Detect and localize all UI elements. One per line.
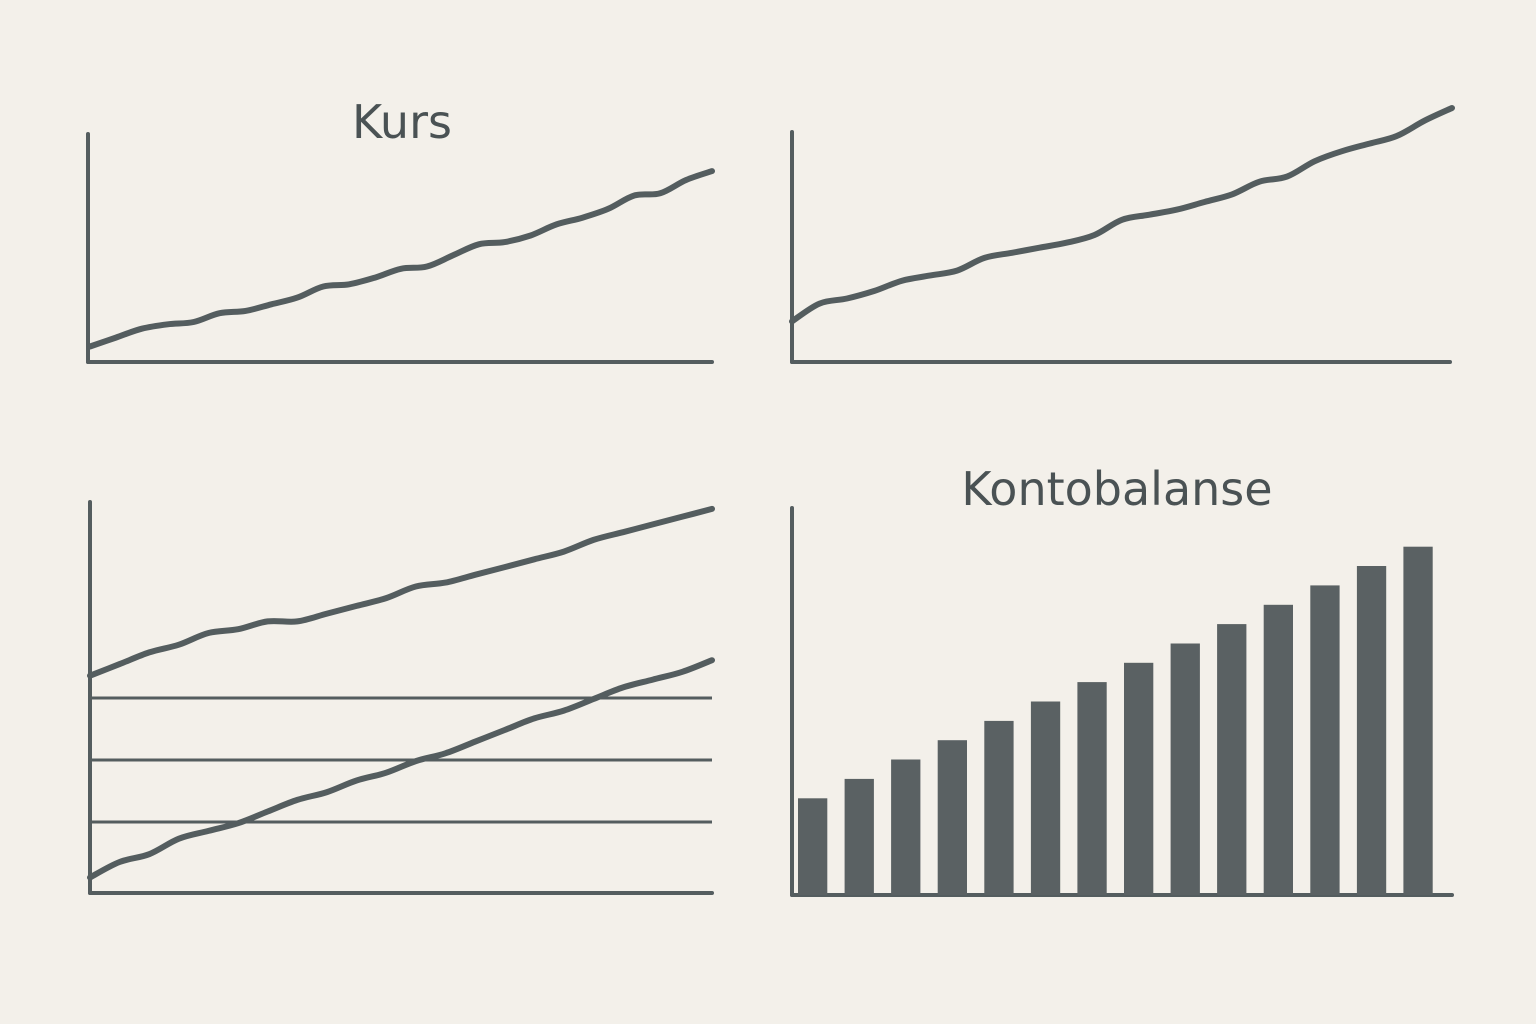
bar-7	[1077, 682, 1107, 895]
series-group	[87, 505, 715, 881]
series-line-1	[87, 505, 715, 679]
series-group	[87, 168, 715, 350]
panel-kurs: Kurs	[86, 95, 715, 364]
panel-kontobalanse: Kontobalanse	[790, 462, 1454, 897]
series-line-2	[87, 657, 715, 881]
bar-5	[984, 720, 1014, 895]
bar-2	[844, 778, 874, 895]
chart-title-kontobalanse: Kontobalanse	[961, 462, 1272, 516]
bar-9	[1170, 643, 1200, 895]
series-line-1	[87, 168, 715, 350]
bar-4	[937, 740, 967, 895]
bar-12	[1310, 585, 1340, 895]
bar-14	[1403, 546, 1433, 895]
bar-11	[1263, 604, 1293, 896]
chart-title-kurs: Kurs	[352, 95, 452, 149]
series-line-1	[789, 105, 1455, 325]
bar-10	[1217, 624, 1247, 895]
panel-top-right	[789, 105, 1455, 364]
bar-group	[798, 546, 1433, 896]
bar-6	[1030, 701, 1061, 895]
panel-bottom-left	[87, 500, 715, 895]
bar-1	[798, 798, 828, 896]
series-group	[789, 105, 1455, 325]
bar-8	[1124, 662, 1154, 895]
bar-13	[1356, 566, 1387, 895]
bar-3	[891, 759, 921, 895]
